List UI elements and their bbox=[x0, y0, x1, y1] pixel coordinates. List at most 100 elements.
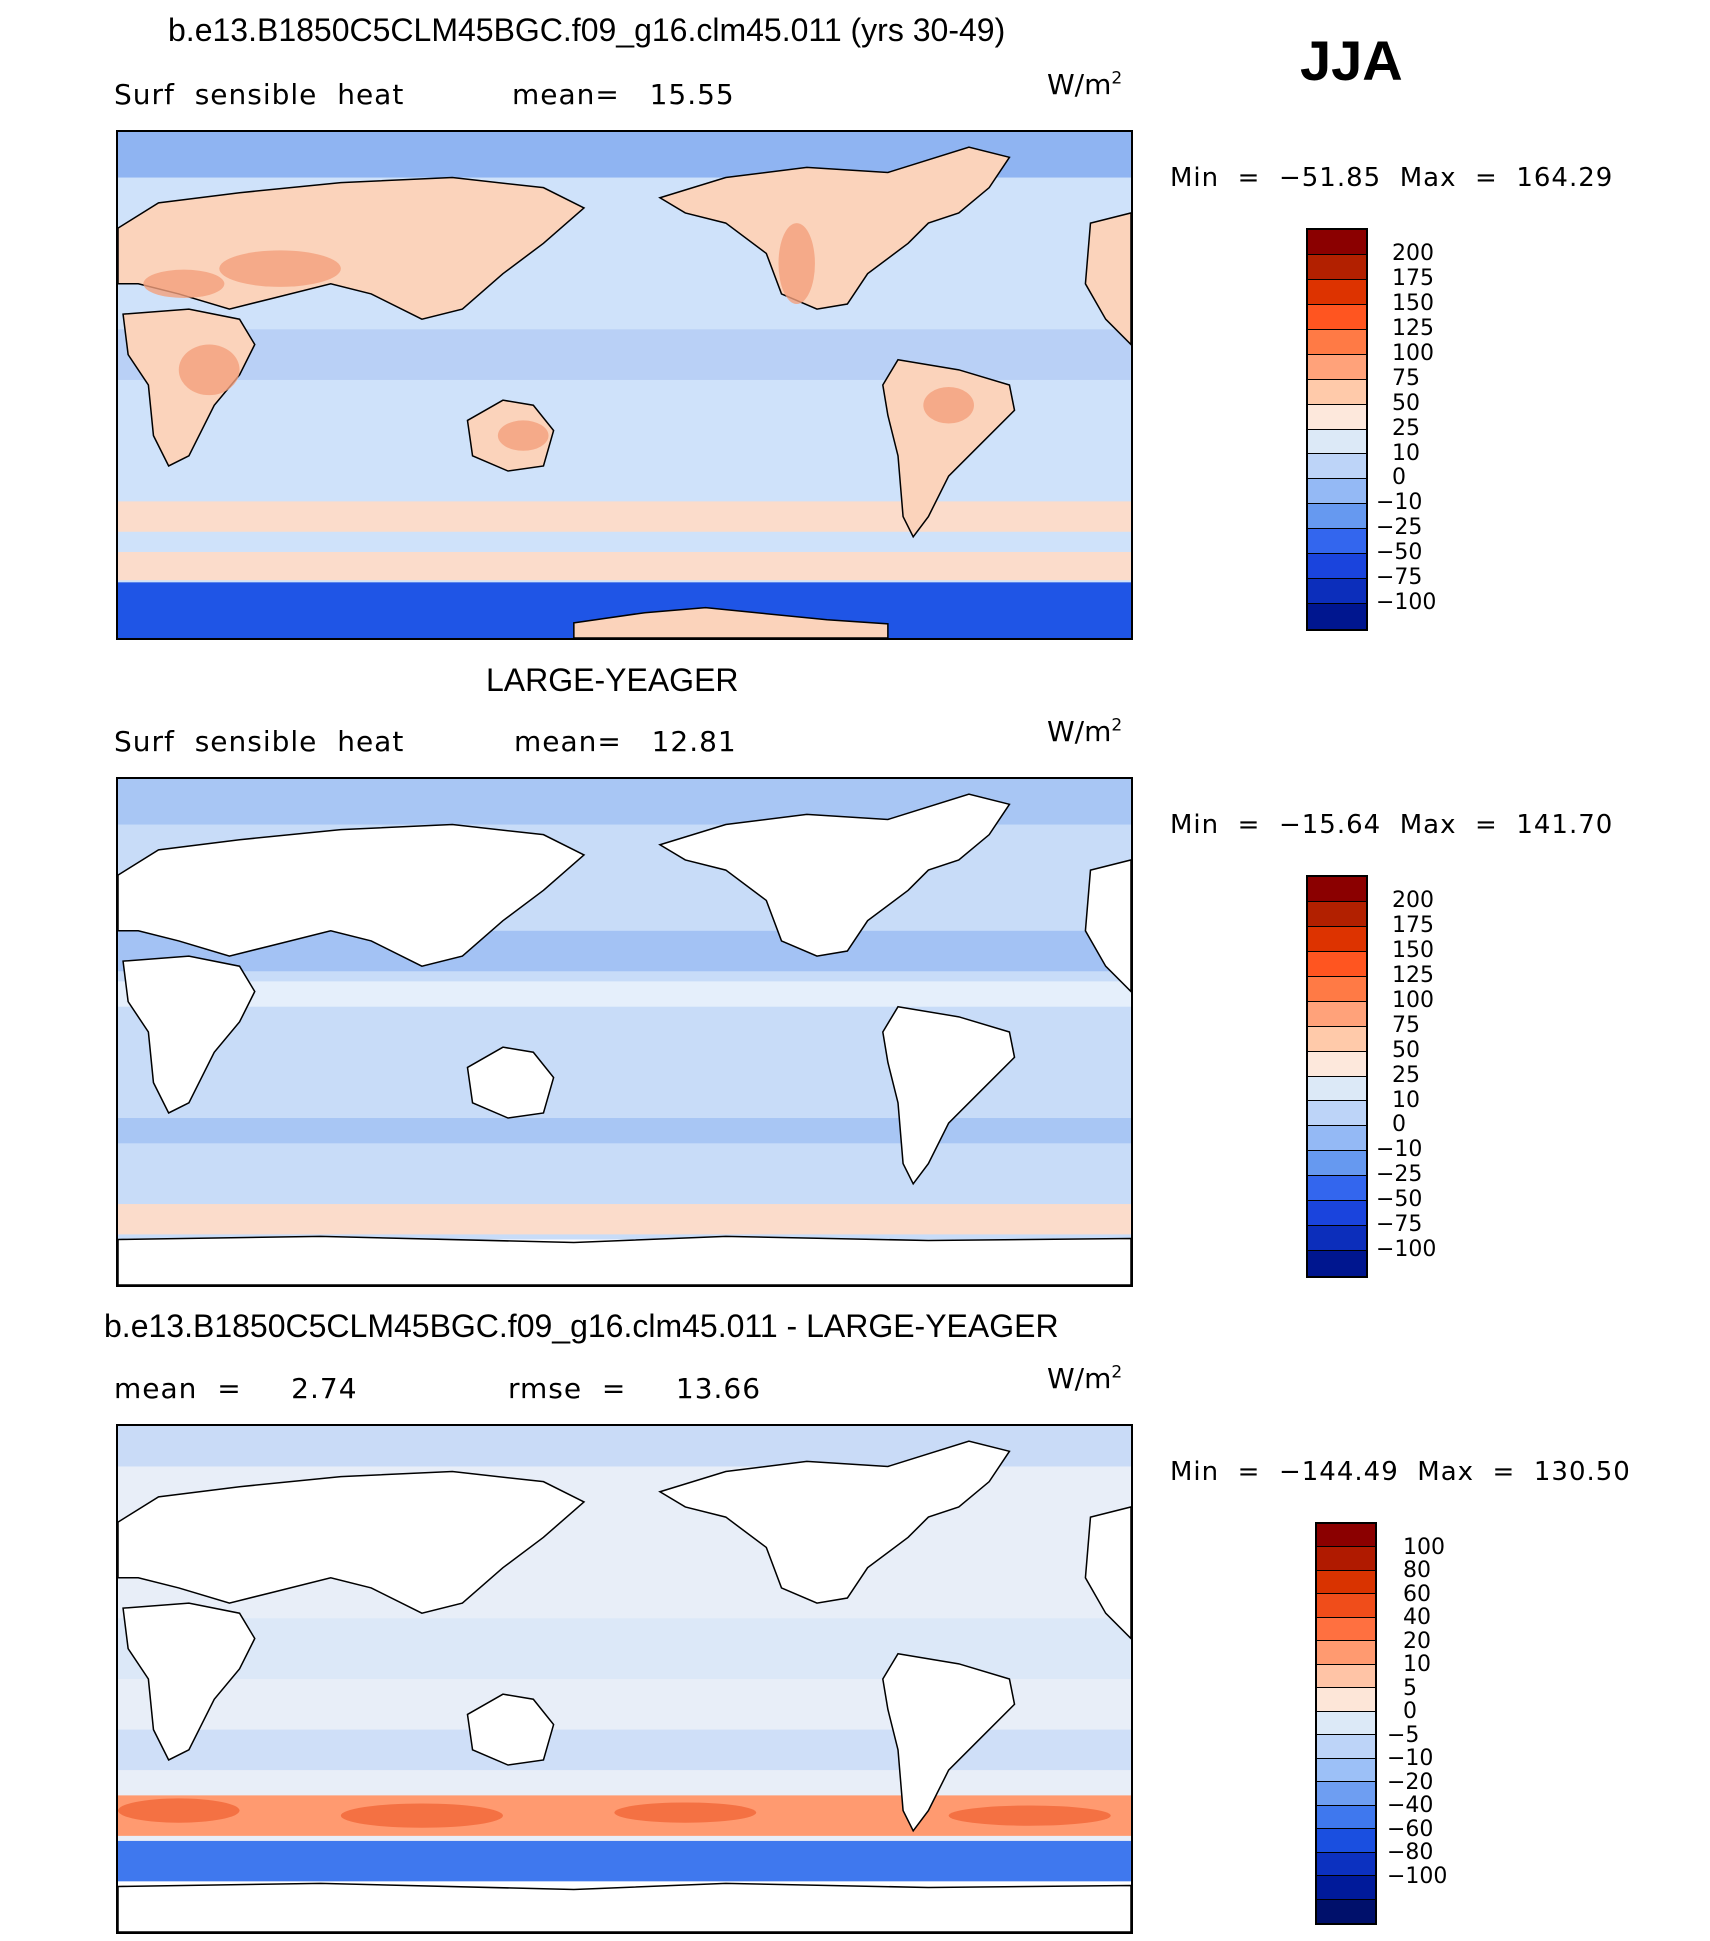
greenland-fragment bbox=[1084, 859, 1131, 993]
colorbar-cell bbox=[1308, 329, 1366, 355]
colorbar-tick-label: 10 bbox=[1392, 440, 1420, 466]
colorbar-tick-label: 100 bbox=[1392, 987, 1434, 1013]
colorbar-cell bbox=[1317, 1805, 1375, 1830]
colorbar-tick-label: 100 bbox=[1403, 1535, 1445, 1560]
colorbar-cell bbox=[1308, 279, 1366, 305]
colorbar-cell bbox=[1308, 379, 1366, 405]
colorbar-tick-label: −20 bbox=[1387, 1769, 1434, 1795]
colorbar-cell bbox=[1317, 1641, 1375, 1665]
south-america bbox=[882, 358, 1016, 539]
south-america bbox=[882, 1652, 1016, 1833]
colorbar-tick-label: 20 bbox=[1403, 1628, 1431, 1654]
colorbar-cell bbox=[1317, 1547, 1375, 1571]
eurasia bbox=[118, 1470, 586, 1615]
colorbar-tick-label: −50 bbox=[1376, 540, 1423, 566]
panel-1-minmax: Min = −51.85 Max = 164.29 bbox=[1170, 163, 1614, 193]
colorbar-tick-label: 10 bbox=[1403, 1652, 1431, 1678]
antarctica bbox=[573, 606, 889, 638]
colorbar-cell bbox=[1317, 1829, 1375, 1853]
panel-2-variable-label: Surf sensible heat bbox=[114, 725, 405, 758]
africa bbox=[122, 1602, 256, 1761]
colorbar-tick-label: 0 bbox=[1392, 1112, 1406, 1138]
colorbar-cell bbox=[1308, 1226, 1366, 1252]
colorbar-cell bbox=[1308, 1251, 1366, 1276]
colorbar-cell bbox=[1308, 429, 1366, 455]
units-exponent: 2 bbox=[1111, 68, 1123, 89]
panel-2-units: W/m2 bbox=[1047, 715, 1122, 748]
colorbar-tick-label: −25 bbox=[1376, 1162, 1423, 1188]
colorbar-cell bbox=[1317, 1782, 1375, 1806]
africa bbox=[122, 955, 256, 1114]
colorbar-cells bbox=[1308, 230, 1366, 629]
panel-1-variable-label: Surf sensible heat bbox=[114, 78, 405, 111]
panel-3-mean-label: mean = 2.74 bbox=[114, 1372, 358, 1405]
south-america bbox=[882, 1005, 1016, 1186]
colorbar-cells bbox=[1317, 1524, 1375, 1923]
panel-1-colorbar bbox=[1306, 228, 1368, 631]
colorbar-cell bbox=[1308, 976, 1366, 1002]
panel-3-units: W/m2 bbox=[1047, 1362, 1122, 1395]
north-america bbox=[658, 1440, 1011, 1604]
north-america bbox=[658, 146, 1011, 310]
colorbar-tick-label: −100 bbox=[1387, 1863, 1448, 1889]
colorbar-cell bbox=[1308, 230, 1366, 255]
panel-2-map bbox=[116, 777, 1133, 1287]
colorbar-tick-label: −60 bbox=[1387, 1816, 1434, 1842]
colorbar-tick-label: −10 bbox=[1376, 490, 1423, 516]
colorbar-tick-label: 125 bbox=[1392, 315, 1434, 341]
colorbar-tick-label: −75 bbox=[1376, 565, 1423, 591]
colorbar-cell bbox=[1308, 1051, 1366, 1077]
panel-1-map-svg bbox=[118, 132, 1131, 638]
colorbar-cell bbox=[1308, 354, 1366, 380]
colorbar-cell bbox=[1308, 1151, 1366, 1177]
colorbar-cell bbox=[1308, 1076, 1366, 1102]
colorbar-tick-label: 5 bbox=[1403, 1675, 1417, 1701]
colorbar-tick-label: 200 bbox=[1392, 241, 1434, 266]
units-text: W/m bbox=[1047, 715, 1112, 748]
colorbar-tick-label: 25 bbox=[1392, 1062, 1420, 1088]
eurasia bbox=[118, 823, 586, 968]
panel-3-minmax: Min = −144.49 Max = 130.50 bbox=[1170, 1457, 1631, 1487]
antarctica bbox=[118, 1882, 1131, 1932]
panel-3-rmse-label: rmse = 13.66 bbox=[508, 1372, 762, 1405]
colorbar-tick-label: 200 bbox=[1392, 888, 1434, 913]
panel-2-map-svg bbox=[118, 779, 1131, 1285]
colorbar-cell bbox=[1317, 1524, 1375, 1548]
colorbar-cell bbox=[1308, 901, 1366, 927]
colorbar-cell bbox=[1308, 304, 1366, 330]
colorbar-tick-label: 175 bbox=[1392, 912, 1434, 938]
colorbar-cell bbox=[1308, 479, 1366, 505]
colorbar-cell bbox=[1317, 1688, 1375, 1712]
panel-3-title: b.e13.B1850C5CLM45BGC.f09_g16.clm45.011 … bbox=[104, 1308, 1059, 1344]
colorbar-tick-label: −75 bbox=[1376, 1212, 1423, 1238]
continents bbox=[118, 793, 1131, 1285]
colorbar-cell bbox=[1308, 1001, 1366, 1027]
colorbar-tick-label: −100 bbox=[1376, 590, 1437, 616]
panel-2-mean-label: mean= 12.81 bbox=[514, 725, 737, 758]
australia bbox=[466, 1046, 555, 1119]
colorbar-tick-label: −40 bbox=[1387, 1793, 1434, 1819]
colorbar-cell bbox=[1317, 1594, 1375, 1618]
units-text: W/m bbox=[1047, 1362, 1112, 1395]
colorbar-tick-label: 100 bbox=[1392, 340, 1434, 366]
colorbar-cell bbox=[1317, 1711, 1375, 1736]
colorbar-cell bbox=[1308, 951, 1366, 977]
colorbar-cell bbox=[1308, 254, 1366, 280]
colorbar-cell bbox=[1317, 1876, 1375, 1900]
colorbar-cell bbox=[1308, 529, 1366, 555]
colorbar-tick-label: 150 bbox=[1392, 937, 1434, 963]
colorbar-tick-label: 175 bbox=[1392, 265, 1434, 291]
colorbar-cell bbox=[1308, 1126, 1366, 1152]
panel-2-minmax: Min = −15.64 Max = 141.70 bbox=[1170, 810, 1614, 840]
colorbar-cell bbox=[1308, 877, 1366, 902]
colorbar-tick-label: 0 bbox=[1403, 1699, 1417, 1725]
colorbar-tick-label: −5 bbox=[1387, 1722, 1420, 1748]
colorbar-tick-label: −10 bbox=[1387, 1746, 1434, 1772]
panel-2-title: LARGE-YEAGER bbox=[486, 662, 739, 698]
tropical-band bbox=[118, 981, 1131, 1007]
colorbar-cell bbox=[1308, 1026, 1366, 1052]
colorbar-tick-label: 50 bbox=[1392, 1037, 1420, 1063]
colorbar-tick-label: 80 bbox=[1403, 1558, 1431, 1584]
greenland-fragment bbox=[1084, 1506, 1131, 1640]
colorbar-tick-label: −10 bbox=[1376, 1137, 1423, 1163]
